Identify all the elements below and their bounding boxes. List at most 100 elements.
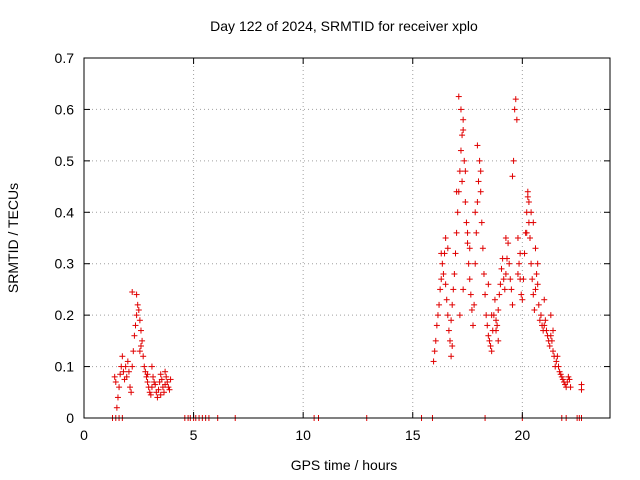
data-point [566,376,573,383]
data-point [442,235,449,241]
data-point [154,394,161,401]
data-point [485,332,492,339]
data-point [453,229,460,236]
data-point [475,178,482,185]
data-point [451,271,458,277]
data-point [578,386,585,393]
data-point [509,173,516,180]
data-point [122,363,129,370]
chart-title: Day 122 of 2024, SRMTID for receiver xpl… [210,18,478,34]
data-point [493,327,500,334]
data-point [124,358,131,365]
data-point [557,371,564,378]
data-point [520,276,527,283]
data-point [496,291,503,298]
y-tick-label: 0.6 [55,101,75,117]
y-tick-label: 0 [66,410,74,426]
data-point [444,312,451,319]
data-point [541,322,548,329]
data-point [430,358,437,365]
data-point [493,317,500,324]
data-point [495,337,502,344]
data-point [460,127,467,133]
data-point [439,260,446,267]
y-tick-label: 0.3 [55,256,75,272]
data-point [132,322,139,329]
data-point [534,260,541,267]
data-point [518,291,525,298]
data-point [466,276,473,283]
grid [84,58,610,418]
data-point [117,371,124,378]
data-point [550,348,557,355]
data-point [500,276,507,283]
data-point [542,317,549,324]
y-tick-label: 0.2 [55,307,75,323]
data-point [487,343,494,349]
data-point [477,168,484,175]
data-point [491,296,498,303]
data-point [432,337,439,344]
data-point [547,312,554,319]
data-point [498,265,505,272]
data-point [457,106,464,113]
data-point [506,260,513,267]
data-point [472,260,479,267]
data-point [166,386,173,393]
data-point [455,93,462,100]
data-point [536,317,543,324]
data-point [556,368,563,375]
data-point [459,178,466,185]
data-point [483,312,490,319]
data-point [548,337,555,344]
data-point [486,337,493,344]
data-point [143,373,150,380]
data-point [135,307,142,313]
data-point [523,229,530,236]
x-axis-label: GPS time / hours [291,457,398,473]
data-point [508,286,515,293]
data-point [133,312,140,319]
data-point [558,373,565,380]
data-point [111,373,118,380]
data-point [480,271,487,277]
data-point [452,250,459,257]
data-point [513,116,520,123]
data-point [485,281,492,288]
data-point [553,358,560,365]
data-point [134,301,141,308]
data-point [146,389,153,396]
data-point [565,373,572,380]
data-point [462,168,469,175]
plot-frame [83,57,611,419]
data-point [449,343,456,349]
data-point [530,291,537,298]
data-point [136,317,143,324]
x-tick-label: 20 [515,427,531,443]
data-point [470,322,477,329]
data-point [502,235,509,241]
data-point [152,381,159,388]
data-point [512,96,519,103]
data-point [468,307,475,313]
data-point [448,317,455,324]
data-point [431,348,438,355]
data-point [163,373,170,380]
data-point [141,363,148,370]
data-point [450,286,457,293]
data-point [440,271,447,277]
x-tick-label: 15 [405,427,421,443]
data-point [155,386,162,393]
data-point [477,188,484,195]
data-point [147,391,154,398]
data-point [537,312,544,319]
data-point [482,291,489,298]
data-point [529,276,536,283]
data-point [131,332,138,339]
data-point [471,301,478,308]
data-point [516,260,523,267]
data-point [541,296,548,303]
data-point [473,229,480,236]
data-point [133,291,140,298]
data-point [112,379,119,385]
